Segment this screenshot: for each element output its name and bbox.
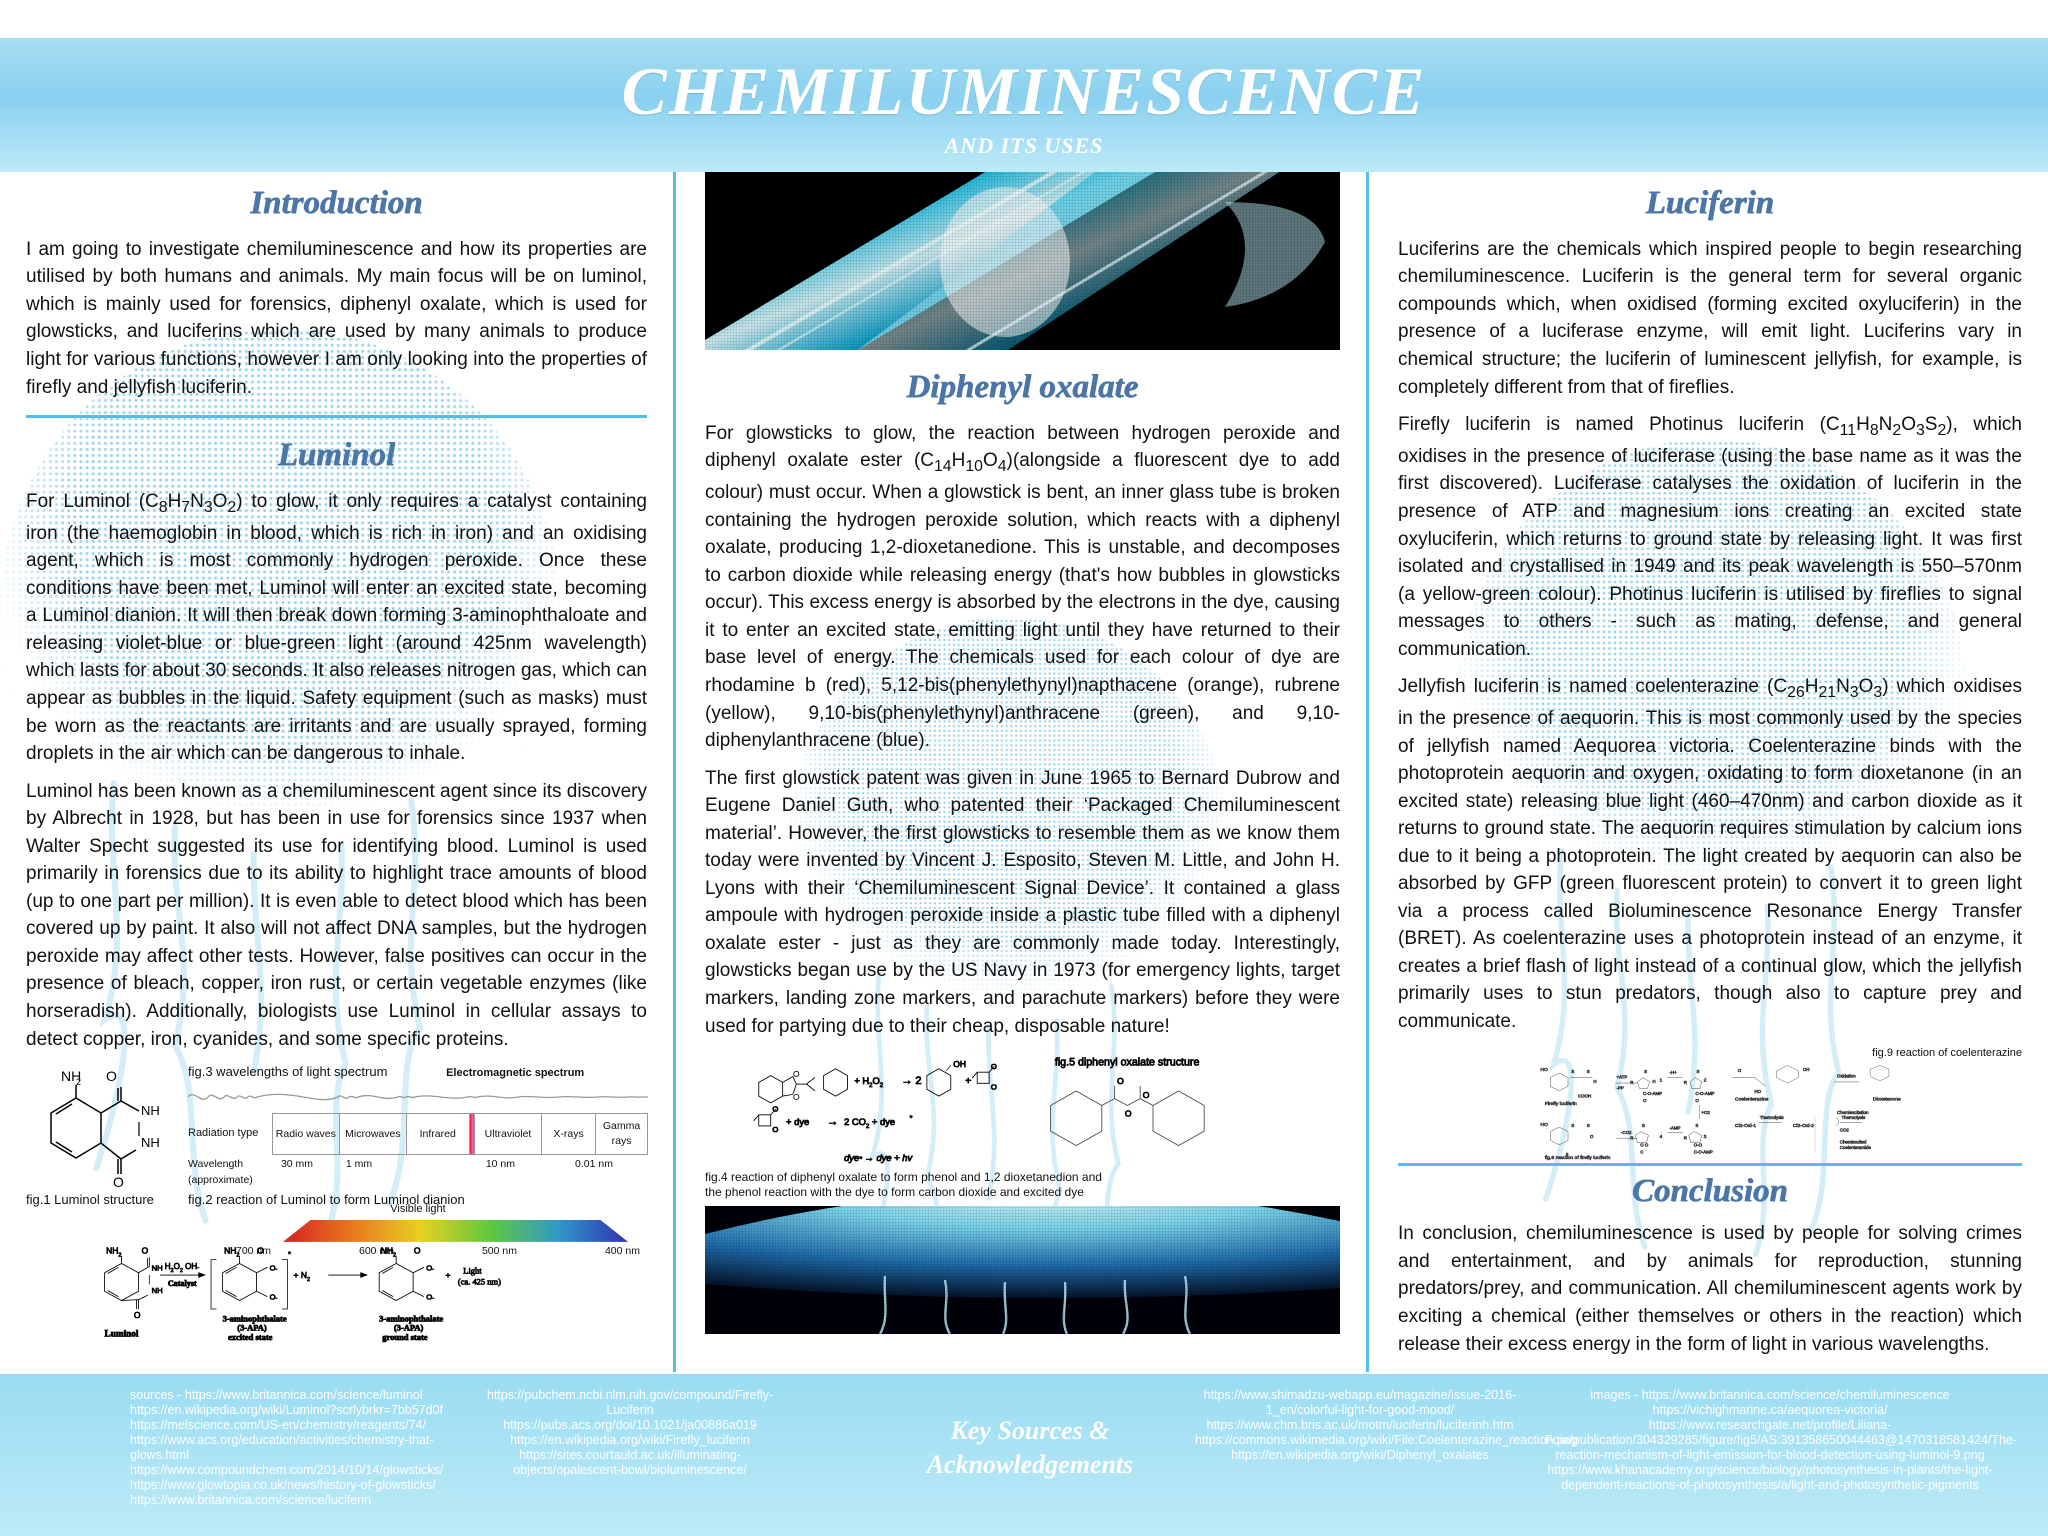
svg-text:Coelenterazine: Coelenterazine [1735,1097,1769,1103]
svg-text:R: R [1684,1081,1687,1086]
svg-text:Dioxetanone: Dioxetanone [1873,1097,1901,1103]
svg-text:-H+: -H+ [1669,1071,1677,1076]
svg-text:HO: HO [1540,1067,1548,1073]
svg-text:Firefly luciferin: Firefly luciferin [1545,1102,1577,1108]
svg-text:O: O [991,1062,997,1071]
svg-text:ground state: ground state [382,1332,427,1342]
svg-text:O O: O O [1640,1143,1649,1148]
svg-text:+ dye: + dye [786,1117,809,1127]
svg-text:OH: OH [1803,1067,1810,1072]
svg-text:Luminol: Luminol [105,1330,139,1340]
svg-text:Cl2-Oxi-2: Cl2-Oxi-2 [1793,1124,1814,1130]
svg-text:+: + [965,1076,971,1087]
svg-text:O: O [772,1105,778,1114]
svg-text:O: O [1143,1090,1150,1100]
svg-text:S: S [1644,1070,1647,1075]
svg-text:O-: O- [426,1263,434,1272]
svg-text:R: R [1630,1081,1633,1086]
svg-text:O: O [414,1246,421,1256]
svg-text:Thermolysis: Thermolysis [1760,1115,1785,1120]
svg-text:O-: O- [426,1293,434,1302]
svg-text:NH: NH [152,1263,163,1272]
svg-text:+O2: +O2 [1701,1110,1710,1115]
svg-text:*: * [910,1115,913,1122]
svg-text:O: O [1738,1068,1742,1073]
svg-text:*: * [288,1252,291,1259]
svg-text:O: O [106,1068,117,1084]
svg-text:-CO2: -CO2 [1621,1130,1632,1135]
svg-text:(ca. 425 nm): (ca. 425 nm) [458,1276,501,1286]
svg-text:NH2: NH2 [224,1246,239,1259]
svg-text:S: S [1587,1070,1590,1075]
svg-text:S: S [1587,1124,1590,1129]
svg-text:4: 4 [1660,1135,1663,1141]
svg-text:NH: NH [152,1286,163,1295]
svg-text:C-O-AMP: C-O-AMP [1694,1150,1713,1155]
svg-text:-AMP: -AMP [1669,1126,1680,1131]
svg-text:-PP: -PP [1617,1086,1624,1091]
svg-text:fig.5 diphenyl oxalate structu: fig.5 diphenyl oxalate structure [1055,1056,1200,1068]
svg-text:O: O [1117,1076,1124,1086]
svg-text:2 CO2 + dye: 2 CO2 + dye [844,1117,895,1130]
svg-text:Cl2-Oxi-1: Cl2-Oxi-1 [1735,1124,1756,1130]
svg-text:R: R [1684,1136,1687,1141]
svg-text:+ATP: +ATP [1617,1075,1628,1080]
svg-text:S: S [1571,1124,1574,1129]
svg-text:S: S [1696,1070,1699,1075]
svg-text:S: S [1571,1070,1574,1075]
svg-text:O: O [134,1310,141,1320]
svg-text:O: O [113,1174,124,1190]
svg-text:Chemiexcitation: Chemiexcitation [1837,1110,1869,1115]
svg-text:O: O [991,1082,997,1091]
svg-text:R: R [1630,1136,1633,1141]
svg-text:NH2: NH2 [106,1246,121,1259]
svg-text:S: S [1642,1124,1645,1129]
svg-text:Oxidation: Oxidation [1837,1074,1856,1079]
svg-text:C: C [1640,1150,1644,1155]
svg-text:HO: HO [1754,1089,1761,1094]
svg-text:Chemiexcited: Chemiexcited [1840,1140,1867,1145]
svg-text:H2O2 OH-: H2O2 OH- [165,1262,200,1274]
svg-text:H: H [1593,1080,1596,1085]
svg-text:O: O [142,1246,149,1256]
svg-text:→: → [827,1116,838,1128]
svg-text:→ 2: → 2 [901,1075,921,1087]
svg-text:O-: O- [270,1263,278,1272]
svg-text:+ H2O2: + H2O2 [854,1076,883,1089]
svg-text:NH: NH [141,1103,160,1118]
svg-text:3: 3 [1704,1135,1707,1141]
svg-text:+ N2: + N2 [294,1270,310,1283]
svg-text:NH: NH [141,1135,160,1150]
svg-text:fig.8 reaction of firefly luci: fig.8 reaction of firefly luciferin [1545,1156,1611,1162]
svg-text:O: O [1590,1135,1594,1140]
svg-text:+: + [446,1270,451,1280]
svg-text:O-: O- [270,1293,278,1302]
svg-text:Thermolysis: Thermolysis [1841,1115,1866,1120]
svg-text:2: 2 [1704,1078,1707,1084]
svg-text:HO: HO [1540,1123,1548,1129]
svg-text:5: 5 [1566,1152,1569,1158]
svg-text:O: O [1695,1098,1699,1103]
svg-text:OH: OH [953,1059,966,1069]
svg-text:O: O [1643,1098,1647,1103]
svg-text:O: O [257,1246,264,1256]
svg-text:NH2: NH2 [381,1246,396,1259]
svg-text:COOH: COOH [1578,1094,1591,1099]
svg-text:excited state: excited state [228,1332,273,1342]
svg-text:2: 2 [76,1077,81,1087]
svg-text:O: O [1125,1109,1132,1119]
svg-text:1: 1 [1660,1078,1663,1084]
svg-text:H: H [1652,1080,1655,1085]
svg-text:C-O-AMP: C-O-AMP [1695,1092,1714,1097]
svg-text:CO2: CO2 [1840,1128,1850,1133]
svg-text:Light: Light [463,1266,482,1276]
svg-text:C-O-AMP: C-O-AMP [1643,1092,1662,1097]
svg-text:O-O: O-O [1694,1143,1703,1148]
svg-text:O: O [772,1125,778,1134]
svg-text:Catalyst: Catalyst [168,1279,197,1288]
svg-text:Coelenteramide: Coelenteramide [1840,1146,1872,1151]
svg-text:S: S [1695,1124,1698,1129]
svg-text:dye* → dye + hv: dye* → dye + hv [844,1153,913,1163]
